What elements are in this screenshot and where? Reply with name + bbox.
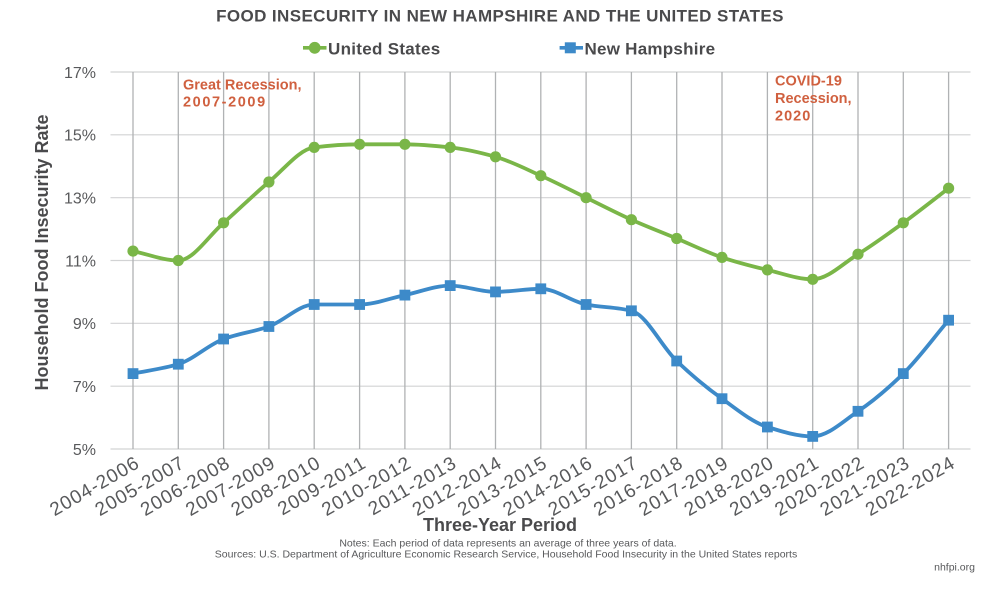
svg-text:Sources: U.S. Department of Ag: Sources: U.S. Department of Agriculture … (215, 549, 797, 561)
svg-text:Great Recession,: Great Recession, (183, 78, 301, 94)
svg-text:nhfpi.org: nhfpi.org (934, 562, 975, 574)
svg-text:2020: 2020 (775, 109, 811, 125)
svg-text:Three-Year Period: Three-Year Period (423, 515, 577, 535)
svg-text:FOOD INSECURITY IN NEW HAMPSHI: FOOD INSECURITY IN NEW HAMPSHIRE AND THE… (216, 7, 784, 26)
svg-text:17%: 17% (64, 65, 96, 82)
svg-text:COVID-19: COVID-19 (775, 74, 842, 90)
svg-text:United States: United States (328, 40, 441, 59)
svg-text:11%: 11% (65, 253, 96, 270)
svg-text:5%: 5% (73, 442, 96, 459)
svg-text:7%: 7% (73, 379, 96, 396)
svg-text:New Hampshire: New Hampshire (585, 40, 716, 59)
svg-text:15%: 15% (64, 128, 96, 145)
svg-text:13%: 13% (64, 191, 96, 208)
svg-text:2007-2009: 2007-2009 (183, 95, 267, 111)
svg-text:Household Food Insecurity Rate: Household Food Insecurity Rate (32, 114, 52, 390)
svg-text:9%: 9% (73, 316, 96, 333)
svg-text:Recession,: Recession, (775, 91, 852, 107)
svg-text:Notes: Each period of data rep: Notes: Each period of data represents an… (339, 538, 676, 550)
